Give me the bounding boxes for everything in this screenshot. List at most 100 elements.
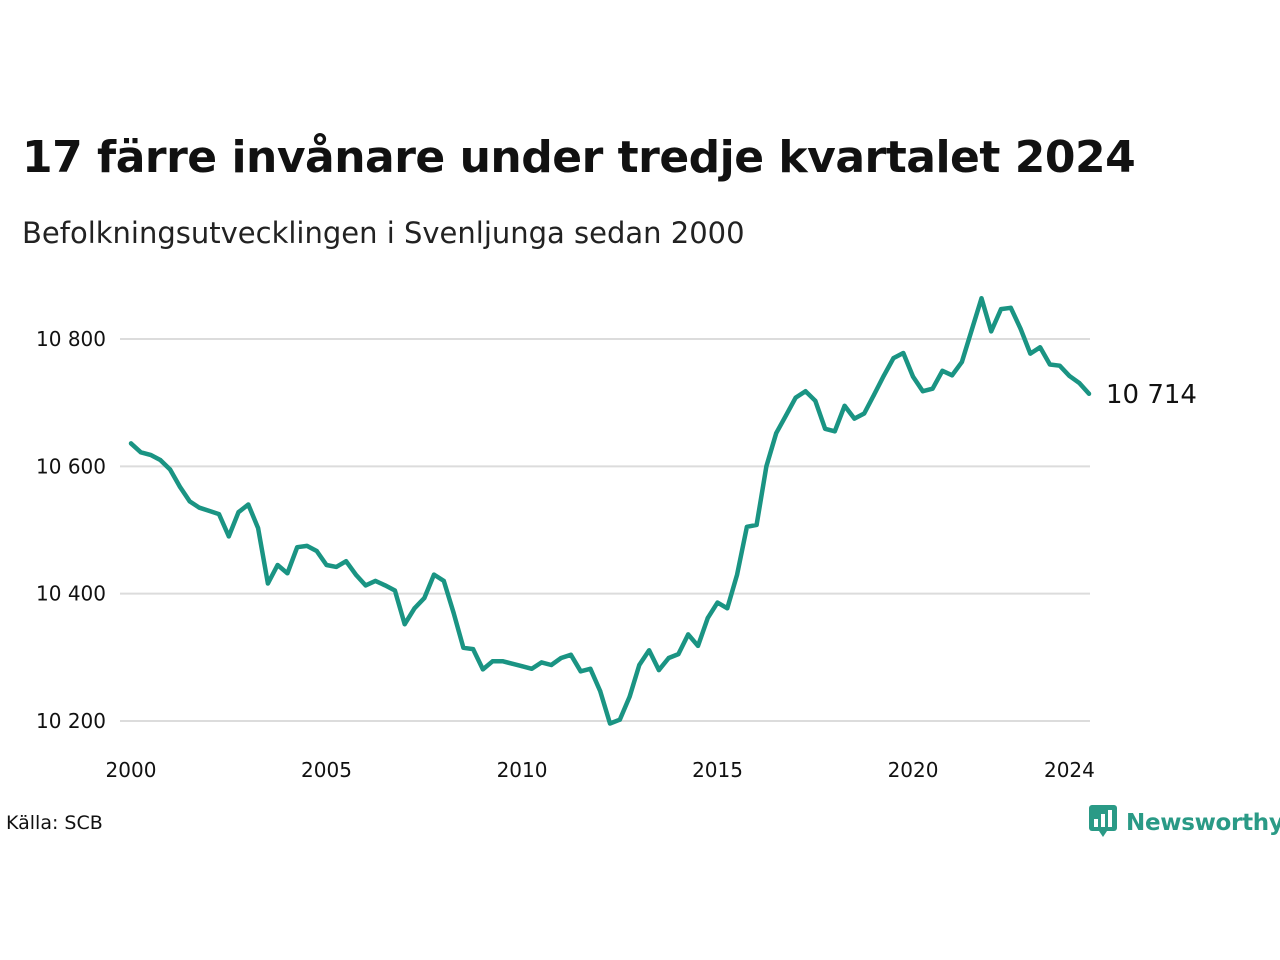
data-point xyxy=(979,296,984,301)
data-point xyxy=(529,666,534,671)
data-point xyxy=(930,386,935,391)
data-point xyxy=(911,374,916,379)
data-point xyxy=(1067,373,1072,378)
data-point xyxy=(1057,363,1062,368)
chart-subtitle: Befolkningsutvecklingen i Svenljunga sed… xyxy=(22,216,745,250)
end-value-label: 10 714 xyxy=(1106,380,1197,410)
data-point xyxy=(735,572,740,577)
source-label: Källa: SCB xyxy=(6,812,103,834)
data-point xyxy=(813,398,818,403)
x-axis-ticks: 2000 2005 2010 2015 2020 2024 xyxy=(106,758,1095,782)
data-point xyxy=(1047,362,1052,367)
data-point xyxy=(764,464,769,469)
data-point xyxy=(686,632,691,637)
data-point xyxy=(647,648,652,653)
data-point xyxy=(578,669,583,674)
data-point xyxy=(168,467,173,472)
chart-title: 17 färre invånare under tredje kvartalet… xyxy=(22,132,1136,183)
data-point xyxy=(334,564,339,569)
population-series-line xyxy=(128,296,1092,726)
data-point xyxy=(862,411,867,416)
data-point xyxy=(129,441,133,446)
data-point xyxy=(314,549,319,554)
data-point xyxy=(236,510,241,515)
data-point xyxy=(148,452,153,457)
newsworthy-logo-icon xyxy=(1088,804,1118,842)
data-point xyxy=(520,664,525,669)
data-point xyxy=(383,583,388,588)
data-point xyxy=(832,429,837,434)
data-point xyxy=(598,689,603,694)
data-point xyxy=(246,502,251,507)
x-tick-label: 2000 xyxy=(106,758,157,782)
data-point xyxy=(842,403,847,408)
data-point xyxy=(559,655,564,660)
x-tick-label: 2024 xyxy=(1044,758,1095,782)
data-point xyxy=(392,588,397,593)
data-point xyxy=(158,457,163,462)
data-point xyxy=(285,571,290,576)
data-point xyxy=(295,545,300,550)
data-point xyxy=(500,659,505,664)
data-point xyxy=(412,606,417,611)
data-point xyxy=(226,534,231,539)
data-point xyxy=(940,368,945,373)
data-point xyxy=(871,393,876,398)
data-point xyxy=(959,359,964,364)
data-point xyxy=(177,484,182,489)
data-point xyxy=(676,652,681,657)
y-axis-ticks: 10 200 10 400 10 600 10 800 xyxy=(36,327,106,733)
data-point xyxy=(901,351,906,356)
data-point xyxy=(950,373,955,378)
data-point xyxy=(744,524,749,529)
data-point xyxy=(969,328,974,333)
data-point xyxy=(275,563,280,568)
data-point xyxy=(803,389,808,394)
data-point xyxy=(627,694,632,699)
data-point xyxy=(1077,380,1082,385)
data-point xyxy=(920,389,925,394)
data-point xyxy=(197,505,202,510)
data-point xyxy=(353,572,358,577)
data-point xyxy=(783,413,788,418)
data-point xyxy=(432,572,437,577)
data-point xyxy=(881,373,886,378)
data-point xyxy=(441,578,446,583)
x-tick-label: 2005 xyxy=(301,758,352,782)
data-point xyxy=(608,721,612,726)
data-point xyxy=(774,431,779,436)
data-point xyxy=(187,499,192,504)
data-point xyxy=(637,662,642,667)
newsworthy-brand-name: Newsworthy xyxy=(1126,810,1280,836)
y-tick-label: 10 200 xyxy=(36,709,106,733)
x-tick-label: 2015 xyxy=(692,758,743,782)
data-point xyxy=(207,508,212,513)
data-point xyxy=(852,416,857,421)
y-tick-label: 10 400 xyxy=(36,582,106,606)
data-point xyxy=(1087,391,1091,396)
data-point xyxy=(1008,305,1013,310)
data-point xyxy=(324,563,329,568)
data-point xyxy=(999,307,1004,312)
data-point xyxy=(891,356,896,361)
data-point xyxy=(539,660,544,665)
data-point xyxy=(588,666,593,671)
data-point xyxy=(725,606,730,611)
data-points xyxy=(129,296,1091,726)
y-tick-label: 10 800 xyxy=(36,327,106,351)
data-point xyxy=(568,652,573,657)
data-point xyxy=(989,329,994,334)
data-point xyxy=(666,655,671,660)
data-point xyxy=(256,526,261,531)
x-tick-label: 2010 xyxy=(497,758,548,782)
data-point xyxy=(471,647,476,652)
data-point xyxy=(461,645,466,650)
data-point xyxy=(344,559,349,564)
newsworthy-brand[interactable]: Newsworthy xyxy=(1088,804,1280,842)
data-point xyxy=(549,662,554,667)
data-point xyxy=(617,717,622,722)
data-point xyxy=(402,622,407,627)
y-tick-label: 10 600 xyxy=(36,454,106,478)
data-point xyxy=(373,578,378,583)
data-point xyxy=(1038,345,1043,350)
